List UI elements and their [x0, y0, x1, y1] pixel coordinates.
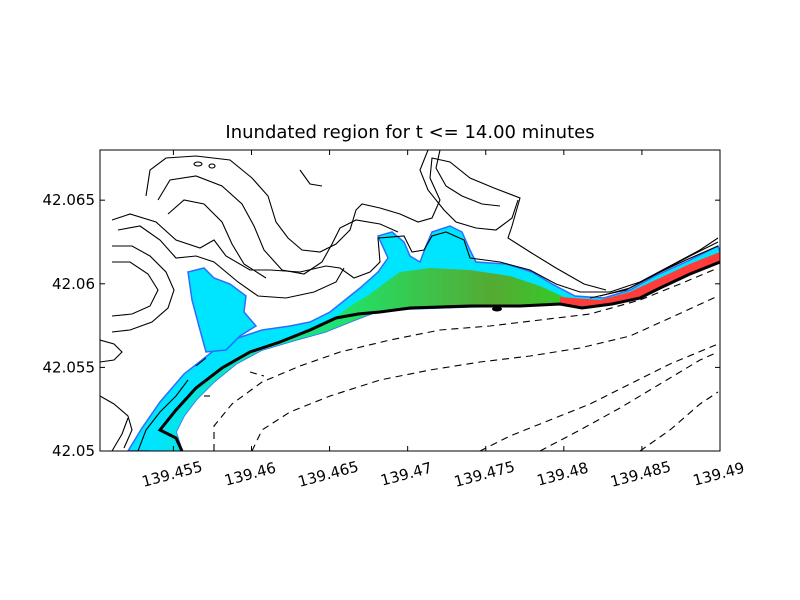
bathymetry-contour: [639, 391, 719, 451]
y-tick-label: 42.065: [43, 191, 96, 209]
land-contour: [111, 245, 175, 333]
bathymetry-contour: [479, 343, 719, 451]
x-tick-label: 139.455: [140, 457, 205, 490]
y-tick-label: 42.06: [52, 275, 95, 293]
inundation-left-lobe: [187, 267, 258, 353]
inundation-red-band: [560, 252, 720, 306]
land-contour: [589, 245, 719, 299]
bathymetry-contour: [249, 371, 265, 377]
x-tick-label: 139.485: [608, 457, 673, 490]
bathymetry-contour: [539, 351, 719, 451]
shoreline-islet: [492, 306, 502, 312]
y-tick-label: 42.055: [43, 358, 96, 376]
y-axis: 42.05 42.055 42.06 42.065: [43, 191, 720, 460]
land-contour: [167, 199, 267, 279]
land-contour: [111, 261, 159, 317]
plot-frame: [99, 149, 721, 452]
land-contour: [435, 150, 501, 207]
land-contour: [208, 163, 216, 169]
land-contour: [111, 417, 129, 451]
land-contour: [145, 155, 607, 291]
land-contour: [299, 169, 323, 187]
bathymetry-contour: [251, 295, 719, 451]
y-tick-label: 42.05: [52, 442, 95, 460]
x-tick-label: 139.465: [296, 457, 361, 490]
land-contour: [111, 213, 719, 293]
chart-title: Inundated region for t <= 14.00 minutes: [225, 122, 594, 143]
x-tick-label: 139.48: [535, 459, 590, 490]
land-contour: [100, 339, 123, 363]
land-contour: [419, 150, 519, 231]
land-contour: [157, 175, 399, 275]
plot-area: [100, 150, 720, 451]
shoreline: [157, 260, 720, 451]
land-contour: [100, 395, 133, 449]
x-tick-label: 139.475: [452, 457, 517, 490]
x-tick-label: 139.47: [379, 459, 434, 490]
bathymetry-contour: [213, 267, 719, 451]
x-tick-label: 139.46: [223, 459, 278, 490]
land-contour: [195, 357, 207, 367]
land-contour: [193, 161, 203, 167]
land-contour: [137, 379, 189, 451]
land-contour: [117, 225, 345, 299]
x-tick-label: 139.49: [691, 459, 746, 490]
